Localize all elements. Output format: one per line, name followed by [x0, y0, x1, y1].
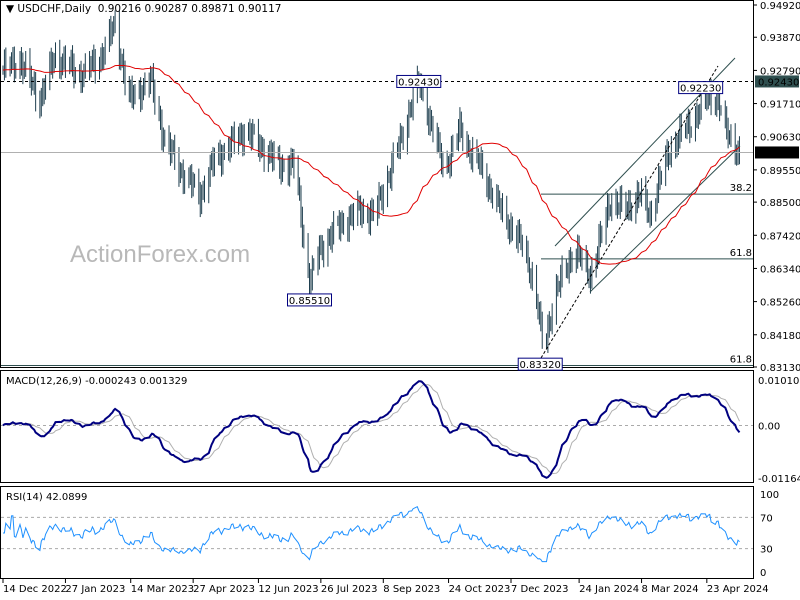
price-tick-label: 0.86340 [760, 264, 800, 275]
macd-label: MACD(12,26,9) -0.000243 0.001329 [6, 376, 187, 387]
price-tag: 0.92430 [758, 77, 799, 88]
macd-main-line [2, 380, 741, 479]
panel-frames [0, 0, 754, 579]
price-annotation-label: 0.92430 [398, 77, 439, 88]
fib-label: 61.8 [730, 354, 752, 365]
macd-signal-line [2, 384, 740, 475]
rsi-label: RSI(14) 42.0899 [6, 492, 87, 503]
price-annotation-box [396, 74, 442, 88]
moving-average-line [2, 64, 740, 265]
price-tick-label: 0.92790 [760, 66, 800, 77]
macd-panel [1, 380, 753, 479]
date-tick-label: 27 Jan 2023 [65, 584, 125, 595]
date-tick-label: 23 Apr 2024 [707, 584, 769, 595]
channel-lower-line [589, 145, 741, 293]
trend-line-dashed [540, 65, 719, 359]
timeframe-label: Daily [64, 3, 92, 15]
ohlc-close: 0.90117 [238, 3, 282, 15]
ohlc-open: 0.90216 [97, 3, 142, 15]
macd-tick-label: 0.00 [758, 422, 780, 433]
collapse-triangle-icon[interactable]: ▼ [6, 3, 15, 15]
price-tick-label: 0.87420 [760, 231, 800, 242]
price-tick-label: 0.94920 [760, 1, 800, 12]
price-annotation-box [678, 81, 724, 95]
price-tick-label: 0.83130 [760, 363, 800, 374]
price-tick-label: 0.91710 [760, 100, 800, 111]
date-tick-label: 14 Dec 2022 [3, 584, 67, 595]
date-tick-label: 8 Sep 2023 [383, 584, 440, 595]
price-tag: 0.90117 [758, 148, 799, 159]
price-annotation-label: 0.83320 [520, 360, 561, 371]
date-tick-label: 7 Dec 2023 [511, 584, 569, 595]
date-tick-label: 8 Mar 2024 [642, 584, 699, 595]
price-tick-label: 0.90630 [760, 133, 800, 144]
price-tick-label: 0.84180 [760, 331, 800, 342]
ohlc-high: 0.90287 [144, 3, 188, 15]
rsi-tick-label: 0 [760, 568, 766, 579]
watermark: ActionForex.com [70, 241, 250, 268]
price-tick-label: 0.88500 [760, 198, 800, 209]
macd-tick-label: -0.011645 [758, 474, 800, 485]
fib-label: 61.8 [730, 248, 752, 259]
price-annotation-box [287, 293, 333, 307]
symbol-label: USDCHF [17, 3, 62, 15]
date-tick-label: 14 Mar 2023 [131, 584, 194, 595]
date-tick-label: 26 Jul 2023 [321, 584, 378, 595]
rsi-tick-label: 70 [760, 513, 773, 524]
date-tick-label: 27 Apr 2023 [193, 584, 255, 595]
price-tag-bg [755, 75, 799, 88]
price-tick-label: 0.89550 [760, 166, 800, 177]
rsi-line [3, 506, 740, 563]
macd-tick-label: 0.010101 [758, 376, 800, 387]
date-tick-label: 24 Jan 2024 [579, 584, 639, 595]
fib-label: 38.2 [730, 183, 752, 194]
date-tick-label: 12 Jun 2023 [258, 584, 318, 595]
price-annotation-box [517, 357, 563, 371]
price-annotation-label: 0.92230 [680, 84, 721, 95]
rsi-tick-label: 30 [760, 545, 773, 556]
chart-header: ▼ USDCHF,Daily 0.90216 0.90287 0.89871 0… [6, 3, 282, 15]
rsi-panel [1, 506, 753, 563]
rsi-tick-label: 100 [760, 490, 779, 501]
price-tick-label: 0.93870 [760, 33, 800, 44]
date-tick-label: 24 Oct 2023 [449, 584, 511, 595]
main-panel: 38.2 61.8 61.8 0.92430 0.85510 0.83320 0.92230 [1, 10, 753, 371]
price-tick-label: 0.85260 [760, 298, 800, 309]
price-tag-bg [755, 146, 799, 159]
price-annotation-label: 0.85510 [289, 296, 330, 307]
ohlc-low: 0.89871 [191, 3, 235, 15]
